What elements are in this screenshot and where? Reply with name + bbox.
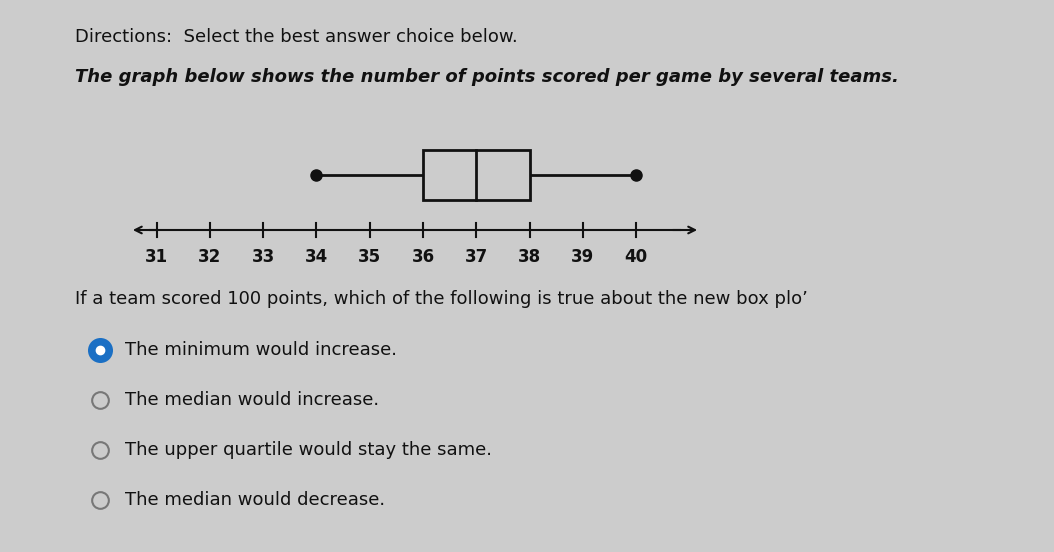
Text: 39: 39 — [571, 248, 594, 266]
Text: Directions:  Select the best answer choice below.: Directions: Select the best answer choic… — [75, 28, 518, 46]
Text: 33: 33 — [252, 248, 275, 266]
Text: 34: 34 — [305, 248, 328, 266]
Text: If a team scored 100 points, which of the following is true about the new box pl: If a team scored 100 points, which of th… — [75, 290, 807, 308]
Text: The median would decrease.: The median would decrease. — [125, 491, 385, 509]
Text: 35: 35 — [358, 248, 382, 266]
Text: The upper quartile would stay the same.: The upper quartile would stay the same. — [125, 441, 492, 459]
Text: The median would increase.: The median would increase. — [125, 391, 379, 409]
Text: 32: 32 — [198, 248, 221, 266]
Text: 36: 36 — [411, 248, 434, 266]
Text: 40: 40 — [625, 248, 647, 266]
Bar — [423, 150, 529, 200]
Text: The minimum would increase.: The minimum would increase. — [125, 341, 397, 359]
Text: 37: 37 — [465, 248, 488, 266]
Text: The graph below shows the number of points scored per game by several teams.: The graph below shows the number of poin… — [75, 68, 899, 86]
Text: 38: 38 — [518, 248, 541, 266]
Text: 31: 31 — [145, 248, 169, 266]
